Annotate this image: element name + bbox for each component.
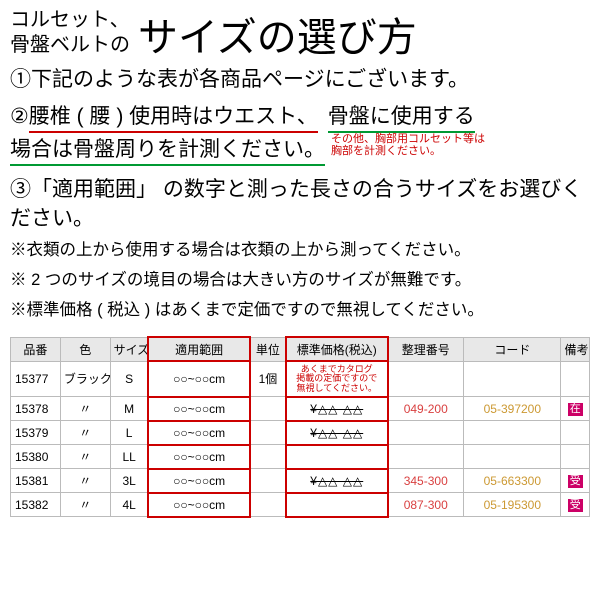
table-cell [286,493,388,517]
table-head: 品番 色 サイズ 適用範囲 単位 標準価格(税込) 整理番号 コード 備考 [11,337,590,361]
table-cell: 受 [561,493,590,517]
th-hinban: 品番 [11,337,61,361]
table-cell: 15380 [11,445,61,469]
table-cell [464,445,561,469]
table-cell: 〃 [60,445,110,469]
table-cell [561,361,590,396]
remark-badge: 受 [568,475,583,488]
table-cell: ブラック [60,361,110,396]
title-small: コルセット、 骨盤ベルトの [10,8,130,58]
step2-underline-green-a: 骨盤に使用する [328,100,475,133]
price-note: あくまでカタログ掲載の定価ですので無視してください。 [289,365,384,393]
title-block: コルセット、 骨盤ベルトの サイズの選び方 [10,8,590,58]
sizing-guide: コルセット、 骨盤ベルトの サイズの選び方 ①下記のような表が各商品ページにござ… [0,0,600,525]
title-large: サイズの選び方 [138,18,417,58]
table-cell [388,361,464,396]
price-struck: ¥△△ △△ [310,426,363,440]
table-header-row: 品番 色 サイズ 適用範囲 単位 標準価格(税込) 整理番号 コード 備考 [11,337,590,361]
remark-badge: 在 [568,403,583,416]
table-cell: 1個 [250,361,286,396]
table-cell: 4L [110,493,148,517]
th-seiri: 整理番号 [388,337,464,361]
table-cell: S [110,361,148,396]
step2-tiny-note: その他、胸部用コルセット等は 胸部を計測ください。 [331,133,485,157]
table-cell: 15382 [11,493,61,517]
table-cell: ○○~○○cm [148,493,250,517]
spec-table: 品番 色 サイズ 適用範囲 単位 標準価格(税込) 整理番号 コード 備考 15… [10,337,590,517]
table-cell [286,445,388,469]
table-row: 15379〃L○○~○○cm ¥△△ △△ [11,421,590,445]
title-small-l2: 骨盤ベルトの [10,34,130,56]
table-cell: ○○~○○cm [148,361,250,396]
table-cell: ¥△△ △△ [286,397,388,421]
table-cell: 345-300 [388,469,464,493]
note-2: ※ 2 つのサイズの境目の場合は大きい方のサイズが無難です。 [10,269,590,293]
table-cell: ¥△△ △△ [286,469,388,493]
table-cell: LL [110,445,148,469]
table-cell [388,421,464,445]
table-cell: 15378 [11,397,61,421]
table-cell: ○○~○○cm [148,397,250,421]
table-cell [388,445,464,469]
table-cell: 15379 [11,421,61,445]
table-cell [250,469,286,493]
th-code: コード [464,337,561,361]
table-cell: 05-195300 [464,493,561,517]
table-cell: 〃 [60,421,110,445]
table-row: 15377ブラックS○○~○○cm1個あくまでカタログ掲載の定価ですので無視して… [11,361,590,396]
table-cell: 049-200 [388,397,464,421]
th-kakaku: 標準価格(税込) [286,337,388,361]
title-small-l1: コルセット、 [10,9,130,31]
table-cell: 〃 [60,397,110,421]
table-cell [250,421,286,445]
table-cell: ¥△△ △△ [286,421,388,445]
table-row: 15381〃3L○○~○○cm ¥△△ △△ 345-30005-663300 受 [11,469,590,493]
tiny-l2: 胸部を計測ください。 [331,145,441,157]
step2-underline-green-b: 場合は骨盤周りを計測ください。 [10,133,325,166]
th-bikou: 備考 [561,337,590,361]
table-cell: 15381 [11,469,61,493]
table-cell: 087-300 [388,493,464,517]
table-row: 15382〃4L○○~○○cm 087-30005-195300 受 [11,493,590,517]
table-row: 15380〃LL○○~○○cm [11,445,590,469]
table-cell [464,421,561,445]
table-cell: 05-397200 [464,397,561,421]
table-cell: 15377 [11,361,61,396]
table-cell: あくまでカタログ掲載の定価ですので無視してください。 [286,361,388,396]
note-1: ※衣類の上から使用する場合は衣類の上から測ってください。 [10,239,590,263]
table-cell: M [110,397,148,421]
tiny-l1: その他、胸部用コルセット等は [331,133,485,145]
table-cell [464,361,561,396]
table-cell [250,445,286,469]
table-cell: 〃 [60,469,110,493]
th-size: サイズ [110,337,148,361]
price-struck: ¥△△ △△ [310,474,363,488]
table-cell [250,397,286,421]
table-cell: 05-663300 [464,469,561,493]
price-struck: ¥△△ △△ [310,402,363,416]
table-cell [561,421,590,445]
step-2: ② 腰椎 ( 腰 ) 使用時はウエスト、 骨盤に使用する 場合は骨盤周りを計測く… [10,100,590,166]
step2-prefix: ② [10,104,29,129]
table-cell: ○○~○○cm [148,445,250,469]
table-cell: 在 [561,397,590,421]
table-cell: ○○~○○cm [148,421,250,445]
remark-badge: 受 [568,499,583,512]
table-cell: 〃 [60,493,110,517]
th-tanni: 単位 [250,337,286,361]
step2-underline-red: 腰椎 ( 腰 ) 使用時はウエスト、 [29,100,318,133]
table-body: 15377ブラックS○○~○○cm1個あくまでカタログ掲載の定価ですので無視して… [11,361,590,516]
note-3: ※標準価格 ( 税込 ) はあくまで定価ですので無視してください。 [10,299,590,323]
table-cell: L [110,421,148,445]
table-cell: 受 [561,469,590,493]
th-iro: 色 [60,337,110,361]
table-cell [250,493,286,517]
th-tekiyou: 適用範囲 [148,337,250,361]
step-1: ①下記のような表が各商品ページにございます。 [10,66,590,94]
step-3: ③「適用範囲」 の数字と測った長さの合うサイズをお選びください。 [10,176,590,233]
table-row: 15378〃M○○~○○cm ¥△△ △△ 049-20005-397200 在 [11,397,590,421]
table-cell: 3L [110,469,148,493]
table-cell: ○○~○○cm [148,469,250,493]
table-cell [561,445,590,469]
